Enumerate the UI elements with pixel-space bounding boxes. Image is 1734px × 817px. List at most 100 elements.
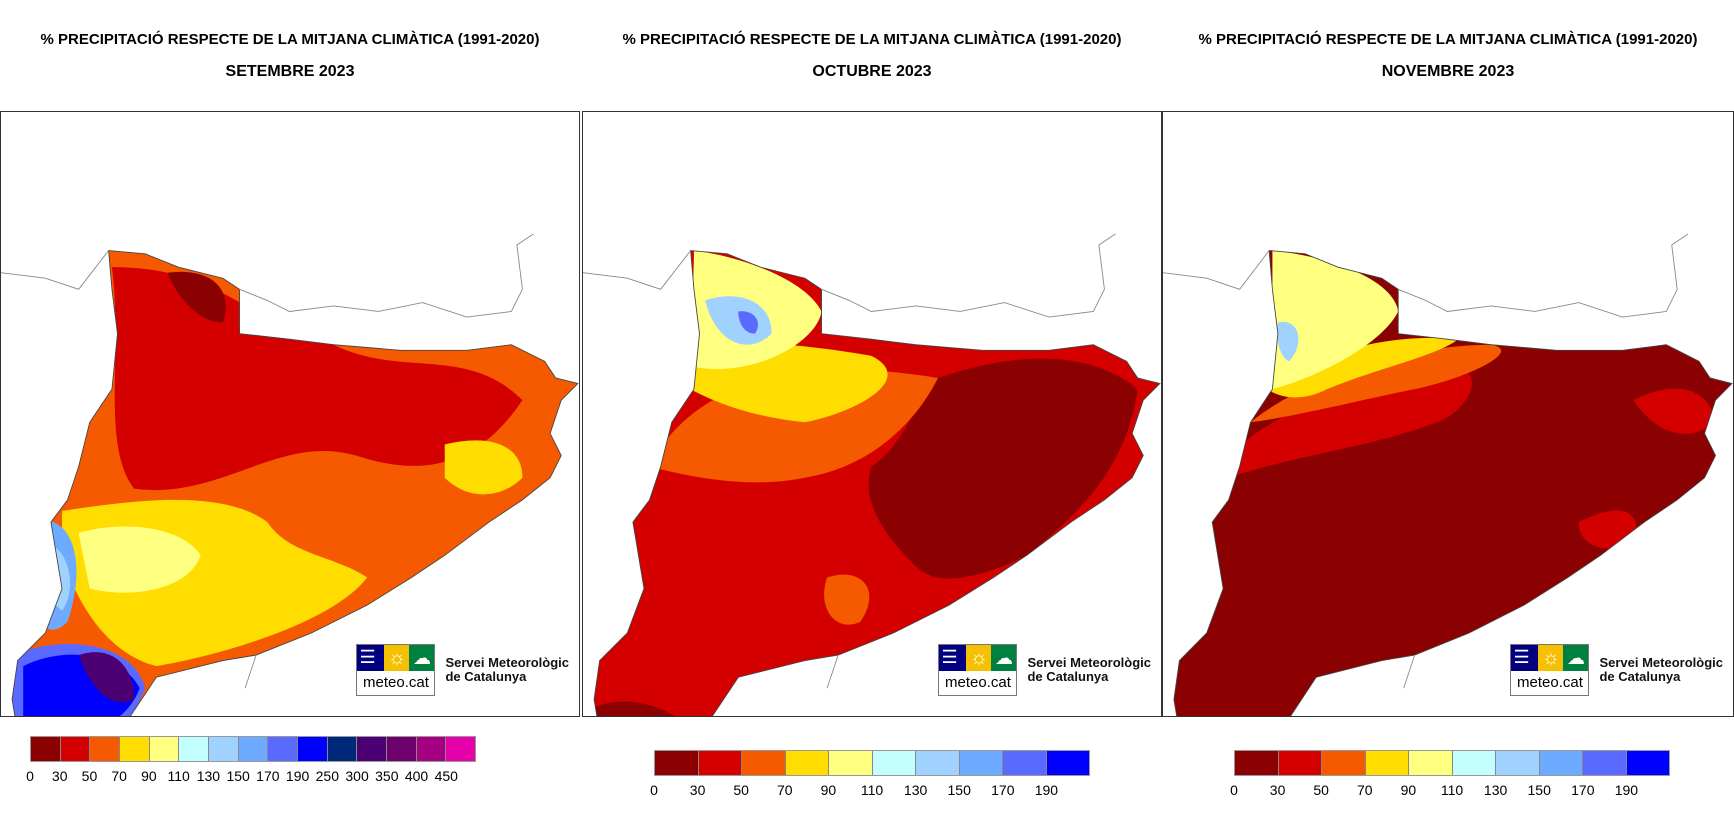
logo-wordmark: meteo.cat: [945, 674, 1011, 691]
legend-swatch: [416, 737, 447, 761]
legend-label: 30: [689, 782, 706, 798]
legend-label: 150: [226, 768, 250, 784]
catalonia-map: [1163, 112, 1733, 716]
legend-swatch: [1409, 751, 1453, 775]
map-panel-octubre: % PRECIPITACIÓ RESPECTE DE LA MITJANA CL…: [582, 0, 1162, 817]
meteocat-logo: ☰ ☼ ☁ meteo.cat Servei Meteorològic de Ca…: [938, 644, 1151, 696]
logo-name-line2: de Catalunya: [445, 669, 527, 684]
legend-label: 170: [991, 782, 1015, 798]
legend-swatch: [149, 737, 180, 761]
legend-label: 110: [860, 782, 884, 798]
legend-label: 30: [51, 768, 68, 784]
legend-swatch: [31, 737, 61, 761]
catalonia-map: [1, 112, 579, 716]
cloud-icon: ☁: [409, 645, 435, 671]
legend-label: 90: [820, 782, 837, 798]
logo-name-line2: de Catalunya: [1599, 669, 1681, 684]
legend-label: 130: [903, 782, 928, 798]
catalonia-outline: [11, 250, 579, 716]
legend-label: 300: [345, 768, 369, 784]
legend-label: 70: [1357, 782, 1373, 798]
legend-swatch: [785, 751, 829, 775]
color-legend: 0 30 50 70 90 110 130 150 170 190: [650, 750, 1090, 800]
legend-swatch: [298, 737, 328, 761]
legend-label: 50: [81, 768, 98, 784]
logo-name-line2: de Catalunya: [1027, 669, 1109, 684]
legend-label: 0: [650, 782, 658, 798]
map-panel-setembre: % PRECIPITACIÓ RESPECTE DE LA MITJANA CL…: [0, 0, 580, 817]
precip-region: [78, 652, 135, 703]
legend-label: 190: [285, 768, 310, 784]
color-legend: 0 30 50 70 90 110 130 150 170 190: [1230, 750, 1670, 800]
legend-label: 190: [1034, 782, 1059, 798]
color-legend: 0 30 50 70 90 110 130 150 170 190 250 300 350 400 450: [26, 736, 476, 786]
catalonia-map: [583, 112, 1161, 716]
catalonia-outline: [593, 250, 1161, 716]
legend-swatch: [60, 737, 91, 761]
sun-icon: ☼: [384, 645, 410, 671]
legend-swatch: [742, 751, 786, 775]
legend-label: 50: [1313, 782, 1329, 798]
legend-swatch: [179, 737, 210, 761]
legend-label: 190: [1614, 782, 1639, 798]
catalonia-outline: [1173, 250, 1733, 716]
map-month: SETEMBRE 2023: [225, 63, 355, 80]
legend-label: 50: [733, 782, 749, 798]
map-title: % PRECIPITACIÓ RESPECTE DE LA MITJANA CL…: [622, 31, 1122, 48]
legend-label: 250: [315, 768, 340, 784]
sun-icon: ☼: [966, 645, 992, 671]
legend-label: 130: [196, 768, 221, 784]
legend-label: 70: [111, 768, 127, 784]
legend-swatch: [1278, 751, 1322, 775]
menu-lines-icon: ☰: [939, 645, 967, 671]
legend-swatch: [268, 737, 299, 761]
map-month: NOVEMBRE 2023: [1381, 63, 1515, 80]
logo-name-line1: Servei Meteorològic: [1027, 655, 1151, 670]
logo-name-line1: Servei Meteorològic: [1599, 655, 1723, 670]
cloud-icon: ☁: [1563, 645, 1589, 671]
legend-label: 110: [167, 768, 190, 784]
legend-label: 90: [1400, 782, 1417, 798]
map-panel-novembre: % PRECIPITACIÓ RESPECTE DE LA MITJANA CL…: [1162, 0, 1734, 817]
map-title: % PRECIPITACIÓ RESPECTE DE LA MITJANA CL…: [40, 31, 540, 48]
precip-region: [824, 574, 870, 625]
legend-swatch: [90, 737, 121, 761]
legend-label: 350: [375, 768, 399, 784]
map-frame: ☰ ☼ ☁ meteo.cat Servei Meteorològic de Ca…: [0, 111, 580, 717]
precip-region: [1266, 337, 1459, 398]
legend-swatch: [1539, 751, 1583, 775]
legend-swatch: [1626, 751, 1669, 775]
legend-swatch: [209, 737, 239, 761]
precip-region: [738, 311, 758, 334]
precip-region: [1277, 321, 1299, 362]
legend-swatch: [1003, 751, 1047, 775]
legend-swatch: [655, 751, 699, 775]
logo-wordmark: meteo.cat: [363, 674, 429, 691]
legend-swatch: [1583, 751, 1627, 775]
precip-region: [868, 358, 1138, 579]
legend-label: 400: [404, 768, 429, 784]
menu-lines-icon: ☰: [357, 645, 385, 671]
cloud-icon: ☁: [991, 645, 1017, 671]
legend-swatch: [872, 751, 916, 775]
legend-swatch: [698, 751, 742, 775]
legend-swatch: [238, 737, 269, 761]
precip-region: [1228, 366, 1472, 478]
legend-label: 150: [1527, 782, 1551, 798]
meteocat-logo: ☰ ☼ ☁ meteo.cat Servei Meteorològic de Ca…: [356, 644, 569, 696]
legend-swatch: [120, 737, 150, 761]
legend-label: 170: [256, 768, 280, 784]
legend-swatch: [357, 737, 388, 761]
legend-swatch: [1496, 751, 1540, 775]
precip-region: [78, 526, 201, 593]
legend-label: 130: [1483, 782, 1508, 798]
legend-label: 90: [141, 768, 157, 784]
legend-label: 150: [947, 782, 971, 798]
map-title: % PRECIPITACIÓ RESPECTE DE LA MITJANA CL…: [1198, 31, 1698, 48]
legend-label: 0: [26, 768, 34, 784]
meteocat-logo: ☰ ☼ ☁ meteo.cat Servei Meteorològic de Ca…: [1510, 644, 1723, 696]
legend-swatch: [959, 751, 1003, 775]
legend-swatch: [1322, 751, 1366, 775]
precip-region: [444, 440, 523, 495]
precip-region: [1250, 344, 1502, 423]
